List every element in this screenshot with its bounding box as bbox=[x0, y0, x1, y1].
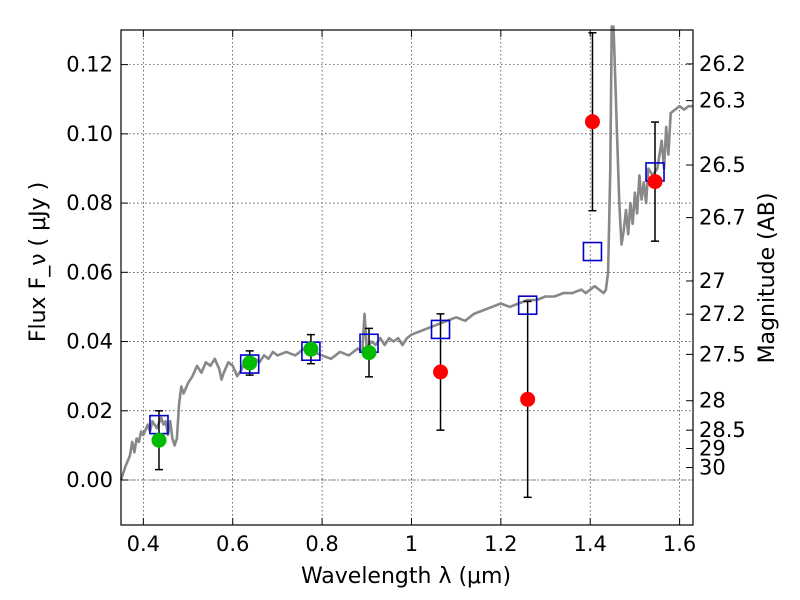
x-tick-label: 1.4 bbox=[574, 532, 607, 556]
magnitude-tick-label: 30 bbox=[699, 456, 726, 480]
y-tick-label: 0.04 bbox=[66, 330, 113, 354]
x-axis-title: Wavelength λ (μm) bbox=[301, 564, 511, 589]
magnitude-tick-label: 26.3 bbox=[699, 89, 746, 113]
magnitude-tick-label: 26.5 bbox=[699, 153, 746, 177]
spectrum-line bbox=[119, 25, 693, 481]
error-bars bbox=[154, 32, 660, 499]
data-markers bbox=[149, 114, 665, 448]
x-tick-label: 0.8 bbox=[305, 532, 338, 556]
y-axis-title: Flux F_ν ( μJy ) bbox=[26, 182, 51, 342]
model-flux-square bbox=[239, 354, 260, 374]
axis-ticks: 0.4 0.6 0.8 1 1.2 1.4 1.6 0.00 0.02 0.04 0.06 0.08 0… bbox=[66, 30, 746, 556]
magnitude-tick-label: 26.2 bbox=[699, 52, 746, 76]
y-tick-label: 0.02 bbox=[66, 399, 113, 423]
plot-frame bbox=[120, 29, 694, 526]
x-tick-label: 1.6 bbox=[663, 532, 696, 556]
x-tick-label: 1.2 bbox=[484, 532, 517, 556]
magnitude-tick-label: 27.5 bbox=[699, 342, 746, 366]
magnitude-tick-label: 28 bbox=[699, 389, 726, 413]
model-flux-square bbox=[430, 319, 451, 340]
x-tick-label: 0.6 bbox=[216, 532, 249, 556]
model-spectrum bbox=[119, 25, 693, 481]
magnitude-tick-label: 29 bbox=[699, 437, 726, 461]
y-tick-label: 0.06 bbox=[66, 260, 113, 284]
magnitude-tick-label: 27.2 bbox=[699, 302, 746, 326]
observed-point-red bbox=[647, 174, 663, 190]
observed-point-red bbox=[433, 364, 449, 380]
observed-point-green bbox=[303, 341, 319, 357]
x-tick-label: 1 bbox=[405, 532, 418, 556]
y-tick-label: 0.00 bbox=[66, 468, 113, 492]
magnitude-tick-label: 27 bbox=[699, 269, 726, 293]
y-tick-label: 0.08 bbox=[66, 191, 113, 215]
grid bbox=[121, 30, 693, 525]
model-flux-square bbox=[582, 241, 603, 262]
y-tick-label: 0.12 bbox=[66, 53, 113, 77]
observed-point-red bbox=[584, 114, 600, 130]
right-axis-title: Magnitude (AB) bbox=[755, 193, 780, 364]
model-flux-square bbox=[517, 295, 538, 315]
y-tick-label: 0.10 bbox=[66, 122, 113, 146]
observed-point-green bbox=[361, 345, 377, 361]
x-tick-label: 0.4 bbox=[127, 532, 160, 556]
observed-point-red bbox=[520, 391, 536, 407]
observed-point-green bbox=[151, 432, 167, 448]
magnitude-tick-label: 28.5 bbox=[699, 418, 746, 442]
observed-point-green bbox=[242, 355, 258, 371]
magnitude-tick-label: 26.7 bbox=[699, 206, 746, 230]
